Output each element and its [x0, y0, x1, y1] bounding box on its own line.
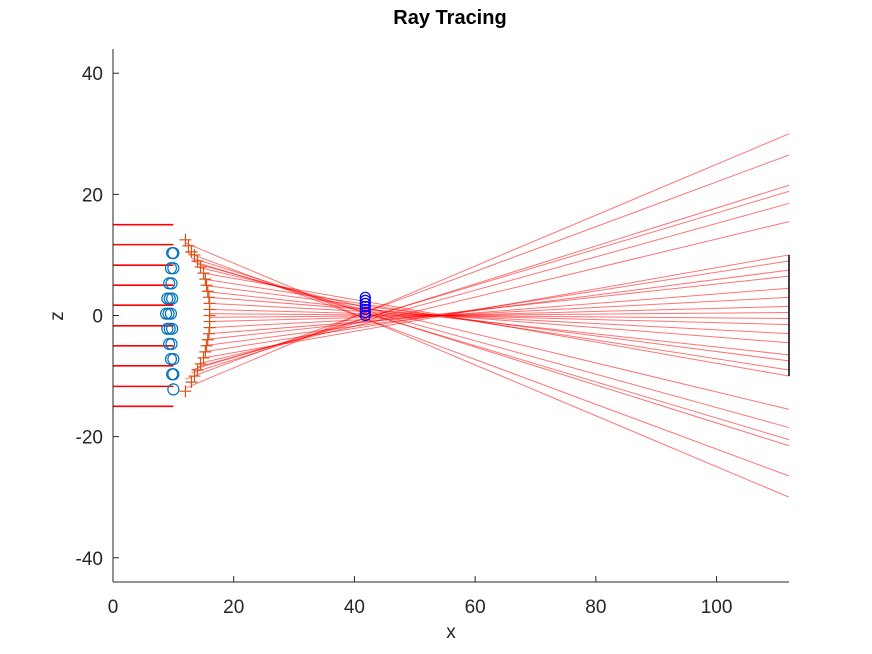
- lens-front-point: [165, 337, 178, 351]
- lens-front-point: [163, 337, 176, 351]
- refracted-ray: [185, 154, 790, 380]
- lens-front-point: [166, 322, 179, 335]
- y-tick-label: -40: [76, 549, 103, 570]
- x-tick-label: 0: [108, 597, 119, 618]
- lens-back-point: [191, 364, 204, 377]
- y-tick-label: 20: [82, 185, 103, 206]
- lens-front-point: [167, 383, 180, 396]
- refracted-ray: [209, 296, 790, 344]
- lens-back-point: [201, 333, 214, 346]
- lens-back-point: [185, 376, 198, 389]
- refracted-ray: [191, 260, 790, 441]
- lens-back-point: [179, 233, 192, 246]
- refracted-ray: [203, 269, 790, 347]
- lens-front-point: [163, 277, 176, 290]
- lens-front-point: [165, 277, 178, 290]
- refracted-ray: [185, 242, 790, 498]
- refracted-ray: [209, 287, 790, 335]
- chart-title: Ray Tracing: [393, 7, 506, 29]
- lens-front-point: [164, 262, 178, 275]
- lens-front-point: [167, 368, 180, 381]
- lens-front-point: [161, 292, 174, 305]
- lens-back-point: [197, 351, 210, 364]
- lens-front-point: [163, 292, 176, 305]
- lens-front-point: [164, 353, 178, 366]
- refracted-ray: [191, 184, 790, 374]
- focus-point: [359, 294, 371, 306]
- y-tick-label: 0: [92, 307, 103, 328]
- focus-point: [359, 303, 371, 316]
- focus-point: [359, 297, 371, 309]
- lens-back-point: [191, 254, 204, 267]
- lens-back-point: [199, 345, 212, 358]
- y-axis-label: z: [47, 311, 68, 321]
- plot-area: [113, 133, 790, 498]
- lens-front-point: [160, 307, 173, 320]
- lens-back-point: [203, 321, 216, 334]
- lens-back-point: [179, 385, 192, 398]
- x-tick-label: 60: [465, 597, 486, 618]
- lens-front-point: [166, 292, 179, 305]
- refracted-ray: [209, 308, 790, 326]
- lens-back-point: [188, 248, 201, 261]
- x-tick-label: 20: [223, 597, 244, 618]
- y-tick-label: 40: [82, 64, 103, 85]
- lens-front-point: [164, 307, 178, 320]
- refracted-ray: [197, 266, 790, 410]
- x-axis-label: x: [446, 622, 456, 643]
- lens-front-point: [161, 322, 174, 335]
- refracted-ray: [203, 290, 790, 356]
- x-tick-label: 100: [701, 597, 733, 618]
- lens-front-point: [162, 307, 175, 320]
- lens-back-point: [194, 357, 207, 370]
- lens-back-point: [200, 339, 213, 352]
- focus-point: [359, 300, 371, 313]
- lens-back-point: [200, 279, 213, 292]
- lens-back-point: [202, 327, 215, 340]
- lens-back-point: [199, 273, 212, 286]
- focus-point: [359, 306, 371, 319]
- lens-front-point: [167, 262, 180, 275]
- refracted-ray: [209, 313, 790, 320]
- lens-back-point: [194, 261, 207, 274]
- lens-back-point: [185, 245, 198, 258]
- lens-back-point: [182, 239, 195, 252]
- refracted-ray: [203, 278, 790, 371]
- focus-point: [359, 291, 371, 303]
- refracted-ray: [209, 305, 790, 323]
- refracted-ray: [209, 311, 790, 318]
- focus-point: [359, 309, 371, 322]
- lens-front-point: [163, 322, 176, 335]
- lens-front-point: [167, 353, 180, 366]
- x-tick-label: 40: [344, 597, 365, 618]
- x-tick-label: 80: [585, 597, 606, 618]
- lens-back-point: [188, 370, 201, 383]
- lens-front-point: [166, 247, 179, 260]
- refracted-ray: [209, 302, 790, 335]
- refracted-ray: [203, 254, 790, 359]
- lens-back-point: [202, 291, 215, 304]
- axes: 0 20 40 60 80 100 -40 -20 0 20 40: [76, 49, 789, 618]
- refracted-ray: [185, 133, 790, 389]
- y-tick-label: -20: [76, 428, 103, 449]
- lens-back-point: [197, 267, 210, 280]
- refracted-ray: [209, 296, 790, 329]
- lens-back-point: [201, 285, 214, 298]
